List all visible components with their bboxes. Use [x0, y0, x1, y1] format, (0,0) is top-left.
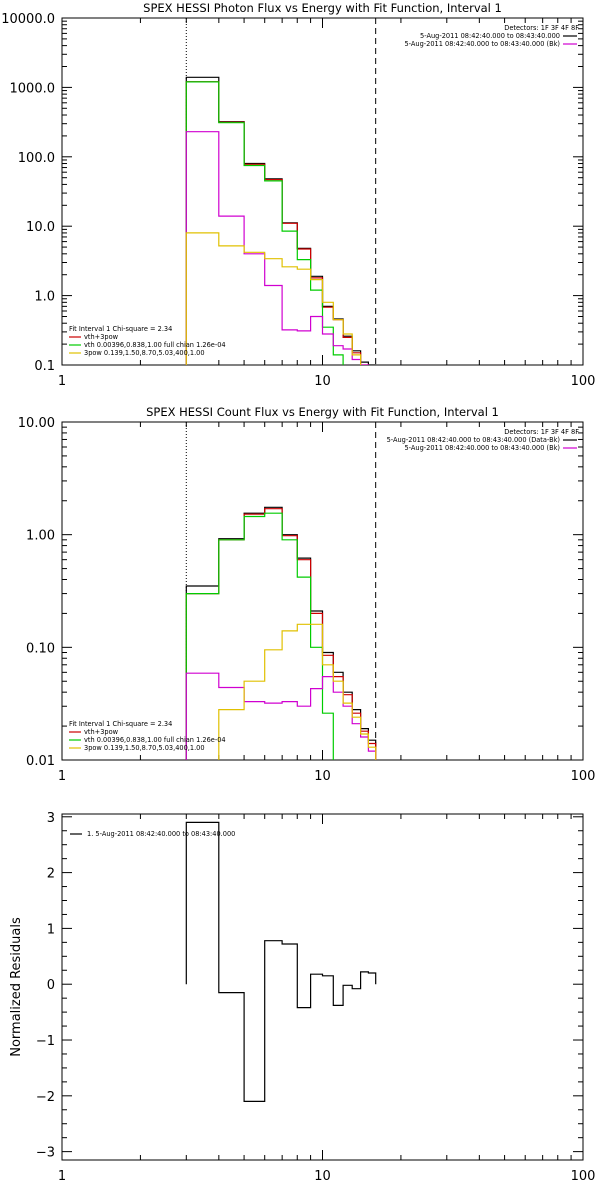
series-line: [185, 76, 377, 365]
y-tick-label: 0: [47, 978, 55, 993]
fit-legend-entry: 3pow 0.139,1.50,8.70,5.03,400,1.00: [84, 744, 205, 752]
legend-entry: 5-Aug-2011 08:42:40.000 to 08:43:40.000 …: [404, 444, 560, 452]
x-tick-label: 10: [314, 769, 331, 784]
fit-legend-entry: vth+3pow: [84, 333, 119, 341]
y-tick-label: 1: [47, 922, 55, 937]
plot-frame: [61, 813, 584, 1161]
y-tick-label: 10.00: [18, 416, 55, 431]
y-tick-label: 0.1: [34, 359, 55, 374]
series-line: [185, 512, 334, 760]
legend-entry: 1. 5-Aug-2011 08:42:40.000 to 08:43:40.0…: [87, 830, 235, 838]
plot-panel-1: SPEX HESSI Photon Flux vs Energy with Fi…: [1, 1, 595, 389]
y-tick-label: 0.10: [26, 641, 55, 656]
y-tick-label: 3: [47, 811, 55, 826]
series-group: [185, 76, 377, 365]
legend-entry: 5-Aug-2011 08:42:40.000 to 08:43:40.000: [420, 32, 560, 40]
chart-title: SPEX HESSI Photon Flux vs Energy with Fi…: [143, 1, 502, 15]
legend-header: Detectors: 1F 3F 4F 8F: [504, 428, 579, 436]
y-tick-label: 0.01: [26, 754, 55, 769]
y-tick-label: 1.0: [34, 290, 55, 305]
series-line: [185, 508, 377, 760]
series-group: [185, 506, 377, 760]
x-tick-label: 1: [58, 769, 66, 784]
legend-entry: 5-Aug-2011 08:42:40.000 to 08:43:40.000 …: [387, 436, 560, 444]
y-tick-label: 2: [47, 867, 55, 882]
x-tick-label: 1: [58, 374, 66, 389]
y-tick-label: 1000.0: [10, 81, 56, 96]
series-line: [185, 821, 377, 1102]
y-tick-label: 10000.0: [1, 12, 55, 27]
y-tick-label: 10.0: [26, 220, 55, 235]
y-tick-label: −1: [36, 1034, 55, 1049]
x-tick-label: 10: [314, 1169, 331, 1184]
chart-title: SPEX HESSI Count Flux vs Energy with Fit…: [146, 405, 499, 419]
fit-legend-header: Fit Interval 1 Chi-square = 2.34: [69, 325, 172, 333]
series-line: [185, 672, 377, 760]
series-line: [185, 232, 362, 365]
legend-entry: 5-Aug-2011 08:42:40.000 to 08:43:40.000 …: [404, 40, 560, 48]
x-tick-label: 100: [571, 769, 596, 784]
fit-legend-entry: vth+3pow: [84, 728, 119, 736]
fit-legend-entry: vth 0.00396,0.838,1.00 full chian 1.26e-…: [84, 736, 226, 744]
series-line: [185, 81, 344, 365]
x-tick-label: 1: [58, 1169, 66, 1184]
y-tick-label: 100.0: [18, 151, 55, 166]
x-tick-label: 100: [571, 374, 596, 389]
series-group: [185, 821, 377, 1102]
y-tick-label: −2: [36, 1090, 55, 1105]
series-line: [185, 81, 369, 365]
series-line: [218, 623, 377, 760]
series-line: [185, 506, 377, 760]
plot-panel-2: SPEX HESSI Count Flux vs Energy with Fit…: [18, 405, 596, 784]
x-tick-label: 100: [571, 1169, 596, 1184]
x-tick-label: 10: [314, 374, 331, 389]
fit-legend-entry: 3pow 0.139,1.50,8.70,5.03,400,1.00: [84, 349, 205, 357]
fit-legend-entry: vth 0.00396,0.838,1.00 full chian 1.26e-…: [84, 341, 226, 349]
fit-legend-header: Fit Interval 1 Chi-square = 2.34: [69, 720, 172, 728]
y-tick-label: 1.00: [26, 529, 55, 544]
legend-header: Detectors: 1F 3F 4F 8F: [504, 24, 579, 32]
y-axis-label: Normalized Residuals: [9, 917, 24, 1057]
y-tick-label: −3: [36, 1146, 55, 1161]
